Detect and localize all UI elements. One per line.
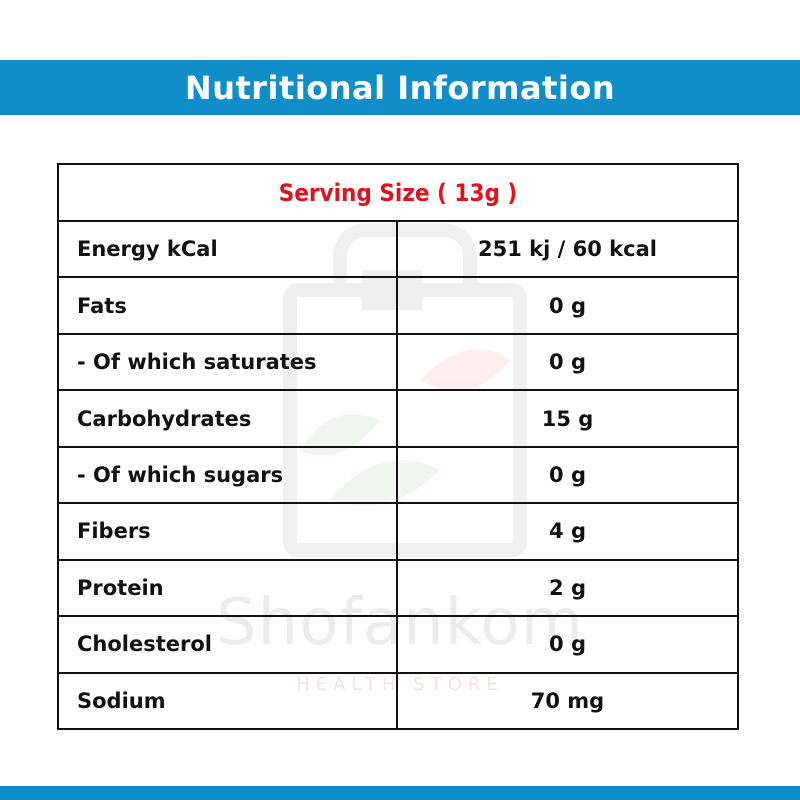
footer-bar: [0, 786, 800, 800]
table-row: Carbohydrates 15 g: [59, 391, 737, 448]
nutrient-value: 15 g: [541, 406, 594, 431]
nutrient-value: 0 g: [549, 462, 586, 487]
nutrient-label: - Of which sugars: [59, 447, 398, 503]
table-row: - Of which sugars 0 g: [59, 447, 737, 505]
nutrient-label: Energy kCal: [59, 222, 398, 277]
nutrient-value: 2 g: [549, 575, 586, 600]
nutrient-value: 0 g: [549, 350, 586, 375]
nutrient-value: 0 g: [549, 632, 586, 657]
table-row: Fibers 4 g: [59, 504, 737, 561]
table-row: Cholesterol 0 g: [59, 617, 737, 674]
nutrient-label: Cholesterol: [59, 617, 398, 672]
page-title: Nutritional Information: [184, 68, 616, 107]
serving-size-header: Serving Size ( 13g ): [59, 165, 737, 222]
nutrient-label: Protein: [59, 560, 398, 616]
header-banner: Nutritional Information: [0, 60, 800, 115]
nutrient-label: Carbohydrates: [59, 391, 398, 446]
nutrient-label: Sodium: [59, 673, 398, 728]
nutrient-value: 70 mg: [530, 688, 605, 713]
nutrient-value: 251 kj / 60 kcal: [478, 237, 657, 262]
nutrient-label: Fats: [59, 278, 398, 333]
table-row: Energy kCal 251 kj / 60 kcal: [59, 222, 737, 279]
nutrient-value: 0 g: [549, 293, 586, 318]
table-row: - Of which saturates 0 g: [59, 334, 737, 392]
nutrition-table: Serving Size ( 13g ) Energy kCal 251 kj …: [57, 163, 739, 730]
nutrient-label: Fibers: [59, 504, 398, 559]
table-row: Protein 2 g: [59, 560, 737, 618]
table-row: Fats 0 g: [59, 278, 737, 335]
nutrient-label: - Of which saturates: [59, 334, 398, 390]
nutrient-value: 4 g: [549, 519, 586, 544]
table-row: Sodium 70 mg: [59, 673, 737, 728]
